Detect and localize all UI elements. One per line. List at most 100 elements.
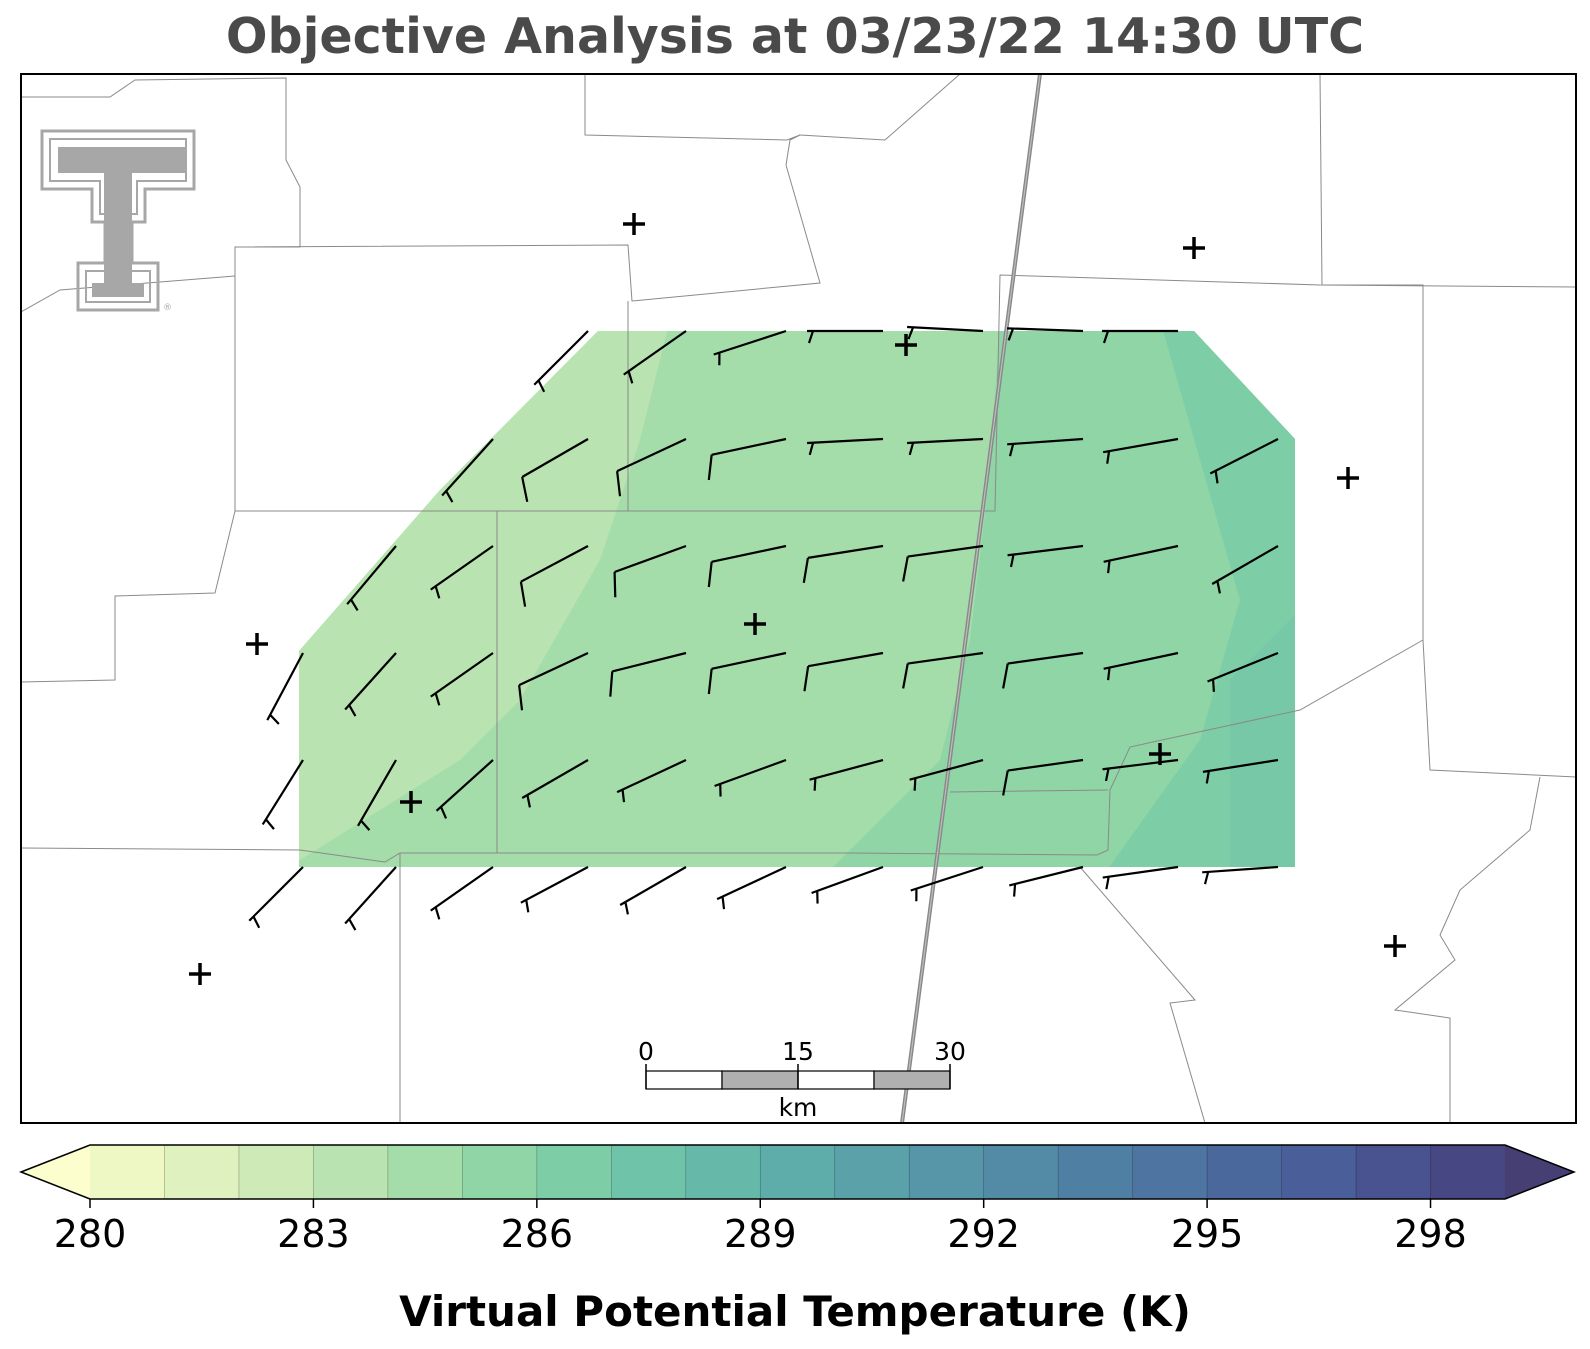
colorbar-tick-label: 283 [277,1212,350,1256]
wind-barb [619,866,687,915]
wind-barb [616,759,687,803]
station-marker-icon [1149,743,1171,765]
wind-barb [1103,651,1179,681]
wind-barb [266,652,304,725]
colorbar-label: Virtual Potential Temperature (K) [399,1287,1191,1336]
wind-barb [346,545,397,611]
wind-barb [1202,865,1279,885]
wind-barb [519,545,589,607]
colorbar-cell [164,1145,240,1199]
wind-barb [533,330,589,393]
highway [900,74,1042,1123]
wind-barb [521,759,589,808]
wind-barb [907,325,984,340]
wind-barb [1102,758,1179,782]
wind-barb [1103,544,1179,574]
wind-barb [441,438,494,503]
wind-barb [716,866,787,910]
colorbar-tick-label: 292 [947,1212,1020,1256]
wind-barb [1008,865,1084,897]
wind-barb [1102,329,1178,344]
wind-barb [261,759,304,830]
wind-barb [902,544,984,582]
station-marker-icon [744,613,766,635]
scale-bar: 0 15 30 km [638,1037,966,1122]
wind-barb [1209,438,1279,484]
colorbar-high-extend [1505,1145,1574,1199]
wind-barb [707,437,787,481]
station-marker-icon [246,633,268,655]
wind-barb [707,651,787,695]
colorbar-tick-label: 286 [501,1212,574,1256]
map-frame [20,73,1577,1124]
scale-unit: km [779,1093,818,1122]
wind-barb [907,437,984,456]
colorbar-tick-label: 280 [54,1212,127,1256]
wind-barb [713,329,787,366]
colorbar-cell [1132,1145,1208,1199]
colorbar-tick-label: 298 [1394,1212,1467,1256]
wind-barb [613,544,687,598]
colorbar-cell [611,1145,687,1199]
colorbar-cell [1207,1145,1283,1199]
colorbar-ticks: 280283286289292295298301304 [54,1199,1467,1256]
station-marker-icon [1384,935,1406,957]
colorbar-cell [834,1145,910,1199]
colorbar-cells [90,1145,1506,1199]
colorbar-cell [1430,1145,1506,1199]
colorbar-tick-label: 289 [724,1212,797,1256]
wind-barb [248,866,304,929]
station-marker-icon [400,791,422,813]
map-title: Objective Analysis at 03/23/22 14:30 UTC [225,8,1365,65]
wind-barb [1102,437,1179,464]
wind-barb [714,758,787,797]
wind-barb [910,865,984,902]
colorbar-cell [1058,1145,1134,1199]
wind-barb [1002,758,1084,796]
wind-barb [435,759,494,819]
colorbar-cell [387,1145,463,1199]
wind-barb [807,329,883,344]
wind-barb [809,758,884,791]
wind-barb [430,866,494,920]
wind-barb [811,865,884,904]
colorbar-cell [313,1145,389,1199]
wind-barb [520,866,589,913]
station-marker-icon [623,213,645,235]
wind-barb [616,438,687,497]
colorbar-cell [238,1145,314,1199]
wind-barb [707,544,787,588]
scale-label-15: 15 [782,1037,814,1066]
colorbar-cell [462,1145,538,1199]
wind-barb [1211,545,1279,594]
wind-barb [430,652,494,706]
wind-barb [344,866,397,931]
wind-barb [518,652,589,711]
svg-text:®: ® [163,303,172,313]
wind-barb [1007,327,1084,341]
wind-barb [357,759,397,831]
wind-barb [807,437,884,456]
wind-barb [1207,651,1279,692]
colorbar-tick-label: 295 [1171,1212,1244,1256]
wind-barb [1002,651,1084,689]
wind-barbs [248,325,1279,931]
wind-barb [1102,865,1179,890]
colorbar-cell [1281,1145,1357,1199]
texas-tech-logo-icon: ® [40,129,196,313]
station-marker-icon [895,334,917,356]
station-markers [189,213,1406,985]
colorbar-cell [685,1145,761,1199]
wind-barb [609,651,687,697]
wind-barb [1007,437,1084,457]
county-boundaries [21,74,1576,1123]
station-marker-icon [1183,237,1205,259]
scale-label-0: 0 [638,1037,654,1066]
colorbar-cell [909,1145,985,1199]
colorbar-low-extend [21,1145,90,1199]
wind-barb [803,651,884,692]
colorbar-cell [536,1145,612,1199]
wind-barb [902,651,984,689]
